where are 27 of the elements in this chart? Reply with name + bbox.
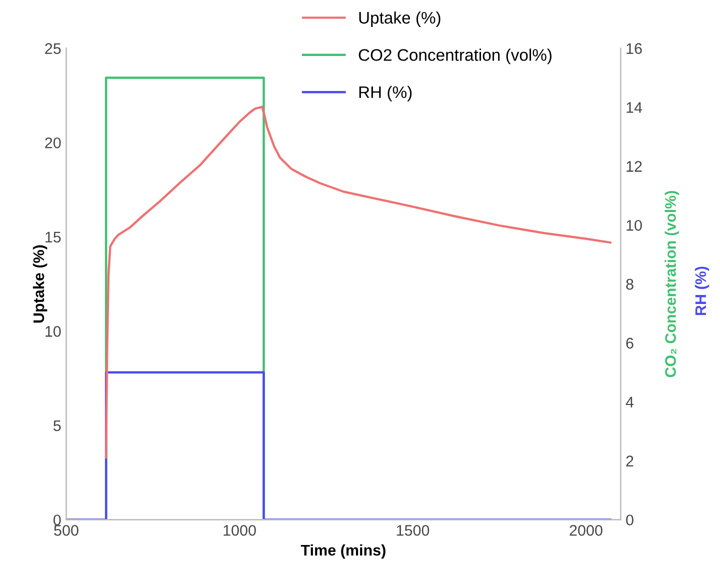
y2-tick-label: 14 [626,102,642,113]
y-axis-title: Uptake (%) [32,245,48,323]
y2-tick-label: 16 [626,43,642,54]
x-axis-title: Time (mins) [300,544,386,559]
y2-tick-label: 12 [626,161,642,172]
legend-label: CO2 Concentration (vol%) [358,48,552,64]
y-tick-label: 15 [46,232,61,243]
x-tick-label: 2000 [570,524,602,536]
y-tick-label: 10 [46,326,61,337]
y2-tick-label: 0 [626,514,634,526]
x-tick-label: 1000 [224,524,256,536]
line-series [104,106,612,459]
y-tick-label: 5 [53,420,61,432]
y-tick-label: 20 [45,137,61,148]
y2-tick-label: 4 [626,396,634,408]
legend-label: RH (%) [359,86,412,102]
y2-tick-label: 10 [626,220,642,231]
y2-tick-label: 2 [626,456,634,466]
y2-axis-title: CO₂ Concentration (vol%) [664,190,679,378]
y-tick-label: 0 [53,514,61,526]
y-tick-label: 25 [45,43,61,54]
x-tick-label: 1500 [396,524,430,536]
y2-tick-label: 8 [626,278,634,290]
x-tick-label: 500 [54,524,78,536]
text: RH (%) [694,266,710,316]
legend-label: Uptake (%) [359,11,440,27]
y2-tick-label: 6 [626,338,634,349]
